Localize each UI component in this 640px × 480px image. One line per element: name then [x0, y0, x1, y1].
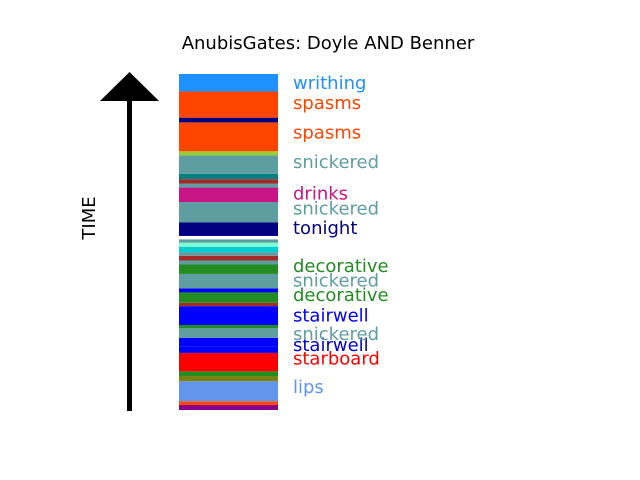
- word-label: spasms: [293, 122, 361, 143]
- time-band: [179, 242, 278, 247]
- time-band: [179, 260, 278, 265]
- time-band: [179, 183, 278, 188]
- time-band: [179, 324, 278, 329]
- word-label: stairwell: [293, 335, 369, 356]
- word-label: decorative: [293, 285, 389, 306]
- time-band: [179, 187, 278, 203]
- time-band: [179, 404, 278, 410]
- time-band: [179, 151, 278, 156]
- time-band: [179, 179, 278, 184]
- word-label: tonight: [293, 218, 357, 239]
- time-band: [179, 306, 278, 325]
- word-label: snickered: [293, 270, 379, 291]
- word-labels: lipsstarboardstairwellsnickeredstairwell…: [293, 73, 389, 398]
- time-band: [179, 346, 278, 353]
- time-band: [179, 381, 278, 402]
- time-band: [179, 173, 278, 180]
- word-label: snickered: [293, 198, 379, 219]
- time-band: [179, 376, 278, 382]
- word-label: spasms: [293, 93, 361, 114]
- word-label: starboard: [293, 349, 380, 370]
- word-label: stairwell: [293, 305, 369, 326]
- word-label: snickered: [293, 324, 379, 345]
- time-band: [179, 337, 278, 347]
- time-arrow-head: [100, 72, 159, 101]
- chart-title: AnubisGates: Doyle AND Benner: [182, 33, 475, 54]
- time-band: [179, 117, 278, 123]
- time-band: [179, 252, 278, 256]
- y-axis-label: TIME: [79, 196, 100, 240]
- time-band: [179, 302, 278, 307]
- word-label: snickered: [293, 152, 379, 173]
- time-band: [179, 122, 278, 152]
- time-band: [179, 246, 278, 253]
- color-bands: [179, 74, 278, 410]
- time-band: [179, 264, 278, 274]
- time-band: [179, 235, 278, 240]
- time-band: [179, 255, 278, 261]
- word-label: writhing: [293, 73, 366, 94]
- time-band: [179, 74, 278, 92]
- word-label: drinks: [293, 184, 348, 205]
- time-band: [179, 202, 278, 223]
- time-band: [179, 273, 278, 289]
- time-band: [179, 91, 278, 118]
- word-label: lips: [293, 377, 324, 398]
- word-label: decorative: [293, 256, 389, 277]
- time-band: [179, 155, 278, 174]
- time-band: [179, 288, 278, 293]
- time-band: [179, 239, 278, 243]
- time-band: [179, 352, 278, 372]
- time-band: [179, 292, 278, 303]
- time-band: [179, 401, 278, 405]
- time-band: [179, 222, 278, 236]
- time-band: [179, 328, 278, 338]
- time-band: [179, 371, 278, 377]
